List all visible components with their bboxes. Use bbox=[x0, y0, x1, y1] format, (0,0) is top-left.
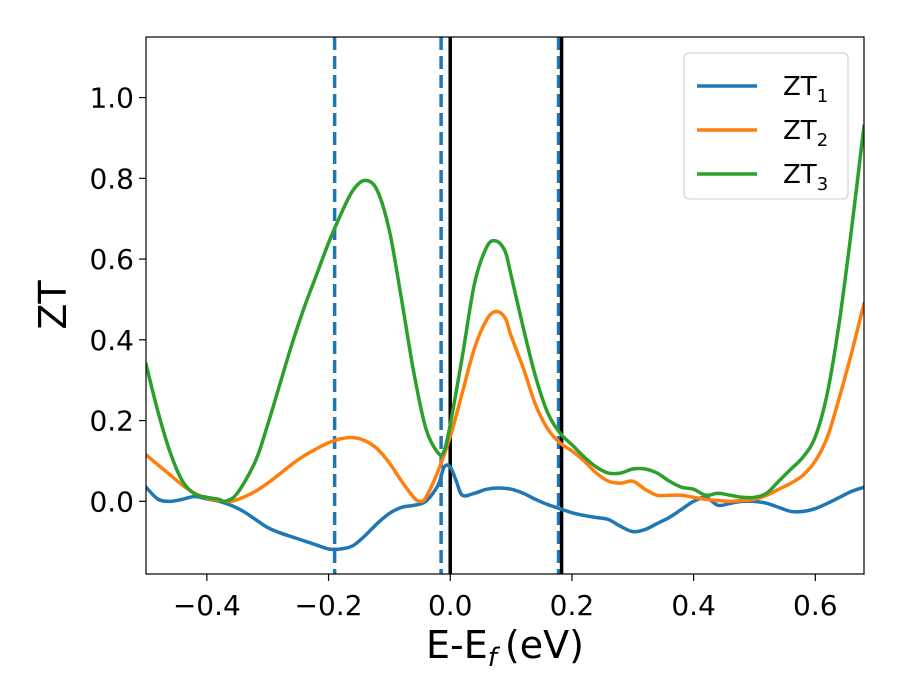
y-tick-label: 0.4 bbox=[89, 324, 134, 357]
legend-entry-zt1: ZT1 bbox=[697, 72, 828, 107]
y-tick-label: 1.0 bbox=[89, 82, 134, 115]
y-axis-label: ZT bbox=[31, 280, 75, 330]
legend-label: ZT1 bbox=[783, 72, 828, 107]
legend-entry-zt2: ZT2 bbox=[697, 116, 828, 151]
series-line-zt1 bbox=[146, 463, 864, 552]
y-tick-label: 0.2 bbox=[89, 405, 134, 438]
x-tick-label: 0.6 bbox=[793, 589, 838, 622]
legend-label: ZT2 bbox=[783, 116, 828, 151]
legend: ZT1 ZT2 ZT3 bbox=[683, 52, 849, 200]
x-tick-label: 0.2 bbox=[550, 589, 595, 622]
vertical-reference-lines bbox=[332, 37, 564, 574]
x-tick-label: 0.4 bbox=[671, 589, 716, 622]
x-tick-label: −0.2 bbox=[295, 589, 363, 622]
legend-box bbox=[683, 52, 849, 200]
axes bbox=[145, 36, 865, 575]
x-axis-label: E-Ef (eV) bbox=[426, 623, 584, 673]
legend-entry-zt3: ZT3 bbox=[697, 160, 828, 195]
series-line-zt3 bbox=[146, 124, 864, 504]
x-tick-label: 0.0 bbox=[428, 589, 473, 622]
y-tick-label: 0.8 bbox=[89, 162, 134, 195]
plot-frame bbox=[145, 36, 865, 575]
y-axis-ticks: 0.0 0.2 0.4 0.6 0.8 1.0 bbox=[89, 82, 146, 518]
legend-label: ZT3 bbox=[783, 160, 828, 195]
y-tick-label: 0.6 bbox=[89, 243, 134, 276]
series-lines bbox=[146, 124, 864, 552]
series-line-zt2 bbox=[146, 301, 864, 504]
x-axis-ticks: −0.4 −0.2 0.0 0.2 0.4 0.6 bbox=[173, 574, 838, 622]
y-tick-label: 0.0 bbox=[89, 485, 134, 518]
x-tick-label: −0.4 bbox=[173, 589, 241, 622]
